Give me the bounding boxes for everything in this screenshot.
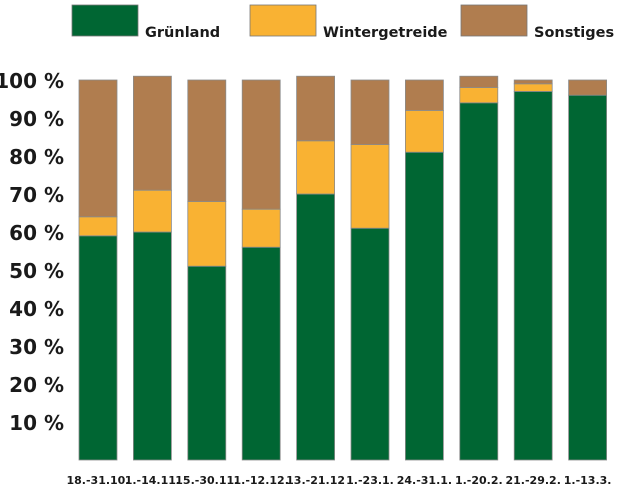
bar-segment-grunland-18-31-10 xyxy=(78,235,118,461)
bar-segment-wintergetreide-13-21-12 xyxy=(296,140,336,195)
y-tick-label-80: 80 % xyxy=(9,145,64,169)
y-tick-label-20: 20 % xyxy=(9,373,64,397)
bar-group-1-14-11 xyxy=(132,75,172,461)
bar-segment-grunland-1-20-2 xyxy=(459,102,499,461)
bar-segment-sonstiges-15-30-11 xyxy=(187,79,227,202)
legend-swatch-wintergetreide xyxy=(249,4,317,37)
y-tick-label-100: 100 % xyxy=(0,69,64,93)
bar-segment-sonstiges-1-20-2 xyxy=(459,75,499,88)
bar-segment-wintergetreide-1-23-1 xyxy=(350,144,390,229)
y-tick-label-50: 50 % xyxy=(9,259,64,283)
x-tick-label-1-13-3: 1.-13.3. xyxy=(564,474,612,487)
bar-group-21-29-2 xyxy=(513,79,553,461)
x-tick-label-1-14-11: 1.-14.11. xyxy=(125,474,180,487)
bar-segment-wintergetreide-18-31-10 xyxy=(78,216,118,237)
legend-label-sonstiges: Sonstiges xyxy=(534,25,614,41)
legend-label-grunland: Grünland xyxy=(145,25,220,41)
legend-swatch-sonstiges xyxy=(460,4,528,37)
bar-group-24-31-1 xyxy=(404,79,444,461)
x-tick-label-1-20-2: 1.-20.2. xyxy=(455,474,503,487)
x-tick-label-18-31-10: 18.-31.10. xyxy=(66,474,129,487)
bar-segment-grunland-15-30-11 xyxy=(187,265,227,461)
y-tick-label-90: 90 % xyxy=(9,107,64,131)
bar-group-1-13-3 xyxy=(568,79,607,461)
bar-segment-grunland-1-23-1 xyxy=(350,227,390,461)
bar-segment-wintergetreide-21-29-2 xyxy=(513,83,553,92)
bar-segment-sonstiges-18-31-10 xyxy=(78,79,118,218)
bar-segment-sonstiges-24-31-1 xyxy=(404,79,444,111)
bar-segment-grunland-13-21-12 xyxy=(296,193,336,461)
bar-segment-grunland-21-29-2 xyxy=(513,91,553,461)
y-tick-label-10: 10 % xyxy=(9,411,64,435)
bar-segment-sonstiges-1-13-3 xyxy=(568,79,607,96)
plot-area xyxy=(78,75,607,461)
y-tick-label-60: 60 % xyxy=(9,221,64,245)
bar-segment-sonstiges-13-21-12 xyxy=(296,75,336,142)
x-tick-label-24-31-1: 24.-31.1. xyxy=(397,474,452,487)
bar-group-15-30-11 xyxy=(187,79,227,461)
bar-segment-wintergetreide-24-31-1 xyxy=(404,110,444,153)
x-tick-label-15-30-11: 15.-30.11. xyxy=(175,474,238,487)
y-tick-label-30: 30 % xyxy=(9,335,64,359)
bar-group-1-23-1 xyxy=(350,79,390,461)
bar-group-18-31-10 xyxy=(78,79,118,461)
x-axis: 18.-31.10.1.-14.11.15.-30.11.1.-12.12.13… xyxy=(66,474,611,487)
bar-segment-sonstiges-1-12-12 xyxy=(241,79,281,210)
legend-label-wintergetreide: Wintergetreide xyxy=(323,25,448,41)
x-tick-label-1-12-12: 1.-12.12. xyxy=(234,474,289,487)
bar-segment-wintergetreide-1-20-2 xyxy=(459,87,499,104)
bar-segment-grunland-24-31-1 xyxy=(404,151,444,461)
y-tick-label-70: 70 % xyxy=(9,183,64,207)
bar-group-1-12-12 xyxy=(241,79,281,461)
bar-segment-sonstiges-1-23-1 xyxy=(350,79,390,145)
bar-segment-grunland-1-14-11 xyxy=(132,231,172,461)
x-tick-label-13-21-12: 13.-21.12 xyxy=(286,474,345,487)
bar-segment-wintergetreide-15-30-11 xyxy=(187,201,227,267)
bar-segment-grunland-1-12-12 xyxy=(241,246,281,461)
legend: Grünland Wintergetreide Sonstiges xyxy=(71,4,614,41)
x-tick-label-1-23-1: 1.-23.1. xyxy=(346,474,394,487)
y-axis: 10 % 20 % 30 % 40 % 50 % 60 % 70 % 80 % 90 % 100 … xyxy=(0,69,64,435)
bar-group-13-21-12 xyxy=(296,75,336,461)
x-tick-label-21-29-2: 21.-29.2. xyxy=(506,474,561,487)
bar-segment-sonstiges-1-14-11 xyxy=(132,75,172,191)
bar-segment-grunland-1-13-3 xyxy=(568,94,607,461)
legend-swatch-grunland xyxy=(71,4,139,37)
bar-segment-wintergetreide-1-12-12 xyxy=(241,208,281,248)
bar-segment-wintergetreide-1-14-11 xyxy=(132,189,172,233)
bar-group-1-20-2 xyxy=(459,75,499,461)
y-tick-label-40: 40 % xyxy=(9,297,64,321)
bar-segment-sonstiges-21-29-2 xyxy=(513,79,553,85)
